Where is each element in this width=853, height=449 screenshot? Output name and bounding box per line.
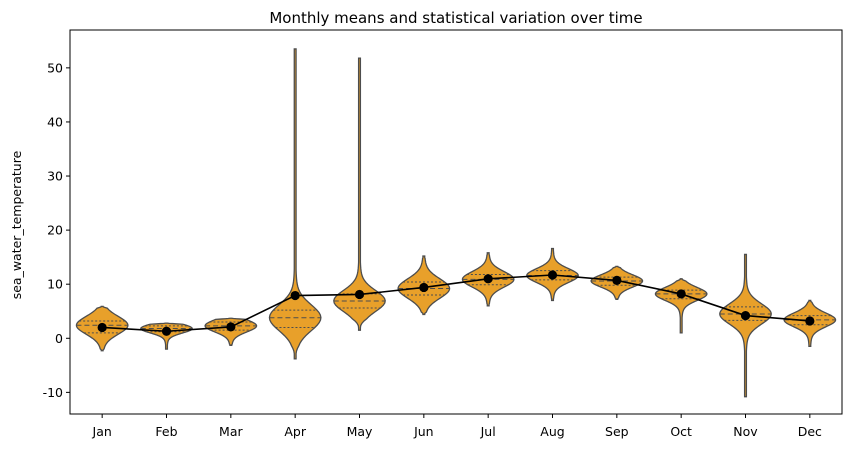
- x-tick-label: Dec: [798, 424, 822, 439]
- mean-point: [161, 326, 172, 336]
- y-tick-label: 10: [47, 277, 63, 292]
- mean-point: [805, 316, 815, 326]
- chart-title: Monthly means and statistical variation …: [269, 9, 642, 27]
- violin-body: [204, 317, 258, 346]
- x-tick-label: Nov: [733, 424, 758, 439]
- mean-point: [740, 310, 751, 321]
- x-tick-label: Oct: [670, 424, 692, 439]
- y-tick-label: -10: [43, 385, 63, 400]
- mean-point: [483, 274, 493, 284]
- mean-point: [97, 322, 107, 333]
- violins: [75, 48, 837, 398]
- mean-point: [354, 289, 365, 300]
- mean-series: [97, 270, 815, 336]
- x-tick-label: Jul: [480, 424, 496, 439]
- mean-point: [290, 290, 300, 301]
- plot-frame: [69, 29, 843, 415]
- x-tick-label: May: [347, 424, 373, 439]
- y-tick-label: 30: [47, 169, 63, 184]
- x-tick-label: Jan: [92, 424, 112, 439]
- y-tick-label: 0: [55, 331, 63, 346]
- y-tick-label: 50: [47, 60, 63, 75]
- y-tick-label: 40: [47, 114, 63, 129]
- violin-body: [333, 57, 386, 331]
- x-tick-label: Mar: [219, 424, 243, 439]
- x-tick-label: Feb: [155, 424, 177, 439]
- violin-body: [268, 48, 322, 360]
- x-axis: Jan Feb Mar Apr May Jun Jul Aug Sep Oct Nov Dec: [92, 414, 822, 439]
- mean-point: [612, 275, 622, 286]
- mean-point: [676, 289, 686, 299]
- violin-body: [654, 278, 708, 334]
- x-tick-label: Jun: [413, 424, 434, 439]
- mean-point: [226, 322, 236, 332]
- x-tick-label: Sep: [605, 424, 629, 439]
- mean-point: [419, 282, 429, 293]
- x-tick-label: Apr: [284, 424, 306, 439]
- mean-line: [102, 274, 810, 333]
- y-axis: -10 0 10 20 30 40 50: [43, 60, 70, 400]
- y-tick-label: 20: [47, 223, 63, 238]
- violin-body: [719, 253, 772, 398]
- x-tick-label: Aug: [540, 424, 564, 439]
- y-axis-label: sea_water_temperature: [9, 150, 24, 299]
- mean-point: [547, 270, 558, 280]
